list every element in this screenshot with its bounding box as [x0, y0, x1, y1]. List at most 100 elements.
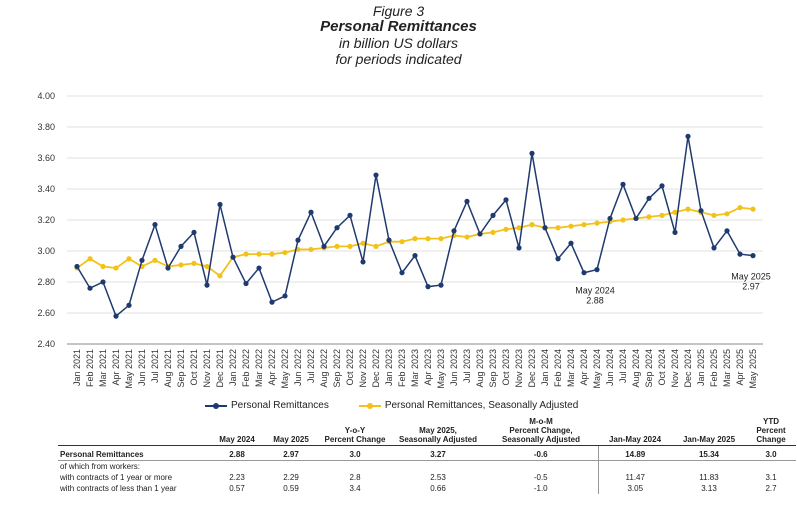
y-tick-label: 3.00 — [37, 246, 55, 256]
table-cell: -1.0 — [533, 484, 548, 493]
series-line-remittances — [76, 136, 754, 318]
figure-label: Figure 3 — [372, 3, 425, 19]
data-point — [490, 229, 496, 235]
summary-table: May 2024 May 2025 Y-o-Y Percent Change May 2… — [58, 416, 796, 494]
data-point — [490, 212, 496, 218]
data-point — [204, 263, 210, 270]
x-tick-label: Nov 2021 — [202, 349, 212, 388]
table-cell — [264, 461, 318, 473]
data-point — [464, 234, 470, 240]
y-tick-label: 2.40 — [37, 339, 55, 349]
data-point — [217, 273, 223, 279]
data-point — [347, 243, 353, 249]
x-tick-label: Aug 2022 — [319, 349, 329, 388]
data-point — [100, 263, 106, 270]
data-point — [256, 265, 262, 271]
chart-legend: Personal Remittances Personal Remittance… — [205, 400, 578, 411]
x-tick-label: Apr 2023 — [423, 349, 433, 386]
table-cell: 11.83 — [699, 473, 719, 482]
x-tick-label: Feb 2021 — [85, 349, 95, 387]
series-line-seasonally-adjusted — [76, 206, 754, 278]
data-point — [152, 222, 158, 228]
row-label: with contracts of 1 year or more — [60, 473, 173, 482]
legend-label-seasonally-adjusted: Personal Remittances, Seasonally Adjuste… — [384, 400, 579, 411]
table-row: of which from workers: — [58, 460, 796, 473]
x-tick-label: Sep 2021 — [176, 349, 186, 388]
data-point — [295, 237, 301, 243]
data-point — [646, 195, 652, 201]
data-point — [685, 133, 691, 139]
data-point — [347, 212, 353, 218]
data-point — [724, 211, 730, 217]
data-point — [191, 260, 197, 266]
y-tick-label: 3.80 — [37, 122, 55, 132]
table-header-cell — [58, 416, 210, 446]
table-cell: 2.97 — [264, 445, 318, 461]
x-tick-label: Jul 2024 — [618, 349, 628, 383]
table-cell — [484, 461, 598, 473]
data-point — [620, 217, 626, 223]
x-tick-label: Feb 2024 — [553, 349, 563, 387]
data-point — [672, 229, 678, 235]
annotation-value: 2.88 — [586, 296, 604, 306]
data-point — [269, 299, 275, 305]
data-point — [412, 253, 418, 259]
x-tick-label: Feb 2023 — [397, 349, 407, 387]
x-tick-label: Jul 2021 — [150, 349, 160, 383]
x-tick-label: Jun 2021 — [137, 349, 147, 386]
data-point — [425, 236, 431, 242]
data-point — [204, 282, 210, 288]
chart-subtitle-period: for periods indicated — [335, 51, 462, 67]
data-point — [243, 251, 249, 257]
data-point — [386, 237, 392, 243]
data-point — [399, 239, 405, 245]
data-point — [516, 225, 522, 231]
table-cell: 2.7 — [765, 484, 777, 493]
table-row: with contracts of less than 1 year 0.57 0.… — [58, 483, 796, 494]
x-tick-label: Mar 2021 — [98, 349, 108, 387]
table-header-row: May 2024 May 2025 Y-o-Y Percent Change May 2… — [58, 416, 796, 446]
table-row: with contracts of 1 year or more 2.23 2.29… — [58, 472, 796, 483]
table-cell: 3.13 — [701, 484, 717, 493]
x-tick-label: Mar 2024 — [566, 349, 576, 387]
data-point — [568, 223, 574, 229]
data-point — [646, 214, 652, 220]
x-tick-label: Apr 2024 — [579, 349, 589, 386]
y-tick-label: 3.60 — [37, 153, 55, 163]
x-tick-label: May 2023 — [436, 349, 446, 389]
data-point — [373, 243, 379, 249]
x-tick-label: Apr 2021 — [111, 349, 121, 386]
table-cell: 0.66 — [430, 484, 446, 493]
data-point — [113, 265, 119, 271]
x-tick-label: Nov 2023 — [514, 349, 524, 388]
table-cell: 2.53 — [430, 473, 446, 482]
table-header-cell: May 2024 — [210, 416, 264, 446]
data-point — [659, 212, 665, 218]
data-point — [178, 243, 184, 249]
table-cell: 3.05 — [597, 483, 672, 494]
data-point — [737, 251, 743, 257]
table-cell — [672, 461, 746, 473]
x-tick-label: Dec 2023 — [527, 349, 537, 388]
data-point — [620, 181, 626, 187]
data-point — [191, 229, 197, 235]
data-point — [477, 231, 483, 237]
data-point — [659, 183, 665, 189]
data-point — [464, 198, 470, 204]
data-point — [581, 270, 587, 276]
x-tick-label: Feb 2022 — [241, 349, 251, 387]
table-cell: 3.1 — [765, 473, 777, 482]
data-point — [698, 208, 704, 214]
data-point — [594, 267, 600, 273]
data-point — [256, 251, 262, 257]
data-point — [750, 253, 756, 259]
table-cell: 2.88 — [210, 445, 264, 461]
x-tick-label: Jan 2021 — [72, 349, 82, 386]
table-cell — [318, 461, 392, 473]
data-point — [711, 212, 717, 218]
data-point — [425, 284, 431, 290]
x-tick-label: Oct 2023 — [501, 349, 511, 386]
table-cell: 2.8 — [349, 473, 361, 482]
x-tick-label: May 2022 — [280, 349, 290, 389]
table-header-cell: May 2025, Seasonally Adjusted — [392, 416, 484, 446]
